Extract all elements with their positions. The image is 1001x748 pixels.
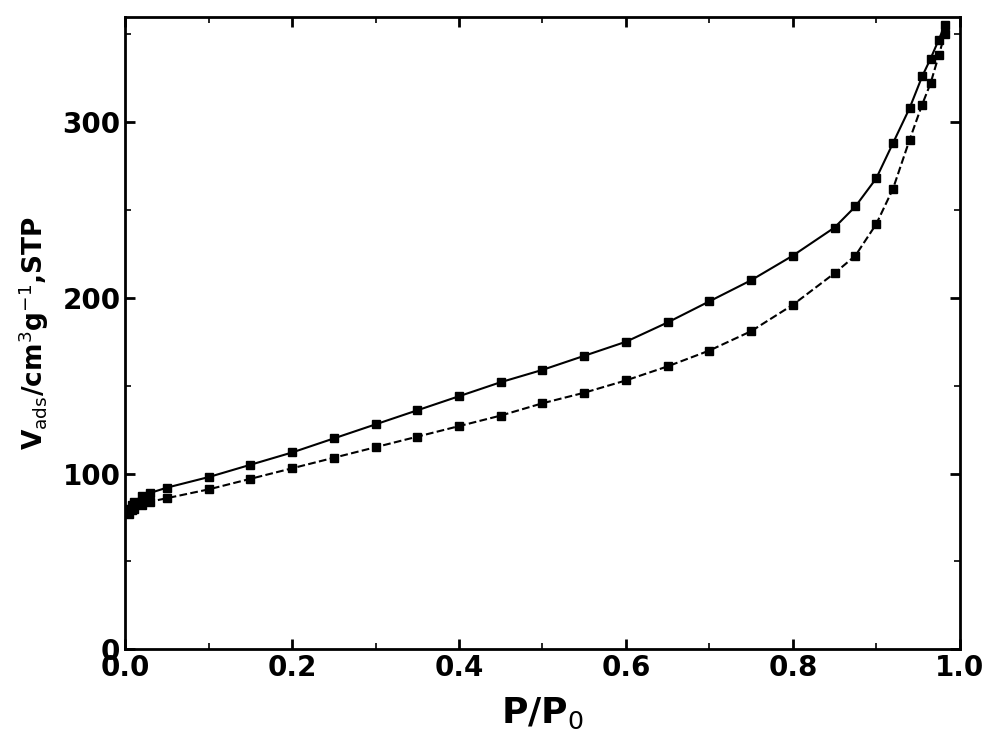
- X-axis label: P/P$_0$: P/P$_0$: [502, 696, 584, 732]
- Y-axis label: V$_\mathrm{ads}$/cm$^3$g$^{-1}$,STP: V$_\mathrm{ads}$/cm$^3$g$^{-1}$,STP: [17, 216, 51, 450]
